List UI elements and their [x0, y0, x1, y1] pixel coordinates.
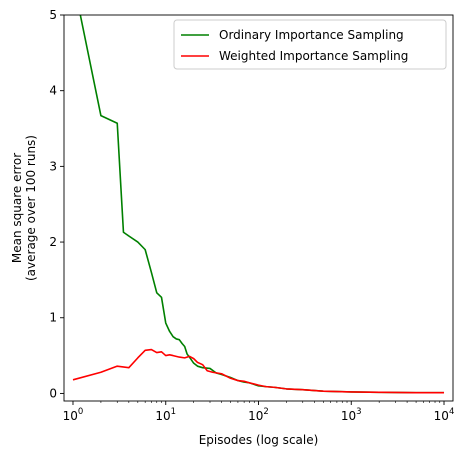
- y-tick-label: 1: [49, 311, 57, 325]
- legend: Ordinary Importance Sampling Weighted Imp…: [173, 19, 447, 70]
- x-tick-label: 102: [248, 407, 269, 423]
- legend-label: Weighted Importance Sampling: [219, 49, 408, 63]
- x-tick-label: 100: [63, 407, 84, 423]
- x-tick-label: 104: [434, 407, 455, 423]
- y-tick-label: 4: [49, 84, 57, 98]
- y-axis-label: Mean square error(average over 100 runs): [10, 135, 38, 281]
- x-tick-label: 101: [155, 407, 176, 423]
- y-tick-label: 0: [49, 386, 57, 400]
- legend-label: Ordinary Importance Sampling: [219, 28, 404, 42]
- series-line-weighted: [72, 348, 445, 394]
- y-tick-label: 2: [49, 235, 57, 249]
- x-axis-label: Episodes (log scale): [199, 433, 319, 447]
- y-tick-label: 5: [49, 8, 57, 22]
- x-tick-label: 103: [341, 407, 362, 423]
- y-tick-label: 3: [49, 159, 57, 173]
- legend-box: [173, 19, 447, 70]
